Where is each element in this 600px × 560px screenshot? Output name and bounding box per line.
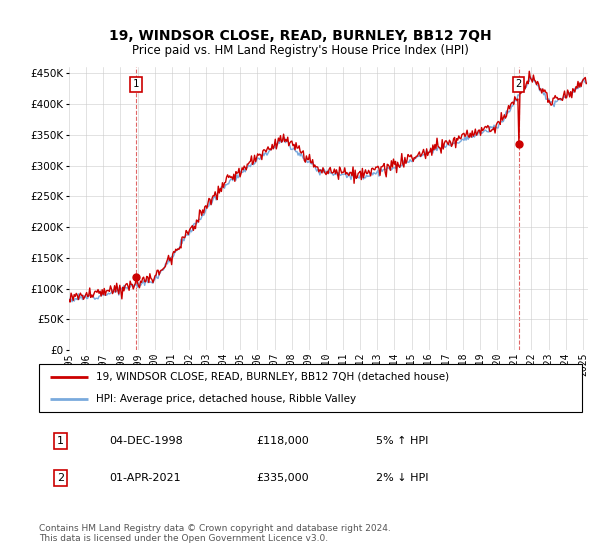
Text: 1: 1	[133, 80, 139, 90]
Text: 2: 2	[515, 80, 522, 90]
Text: 04-DEC-1998: 04-DEC-1998	[110, 436, 184, 446]
Text: Contains HM Land Registry data © Crown copyright and database right 2024.
This d: Contains HM Land Registry data © Crown c…	[39, 524, 391, 543]
Text: 19, WINDSOR CLOSE, READ, BURNLEY, BB12 7QH (detached house): 19, WINDSOR CLOSE, READ, BURNLEY, BB12 7…	[96, 372, 449, 382]
Text: HPI: Average price, detached house, Ribble Valley: HPI: Average price, detached house, Ribb…	[96, 394, 356, 404]
Text: Price paid vs. HM Land Registry's House Price Index (HPI): Price paid vs. HM Land Registry's House …	[131, 44, 469, 57]
Text: 5% ↑ HPI: 5% ↑ HPI	[376, 436, 428, 446]
Text: 1: 1	[57, 436, 64, 446]
Text: 01-APR-2021: 01-APR-2021	[110, 473, 181, 483]
Text: 2: 2	[57, 473, 64, 483]
Text: 19, WINDSOR CLOSE, READ, BURNLEY, BB12 7QH: 19, WINDSOR CLOSE, READ, BURNLEY, BB12 7…	[109, 29, 491, 44]
Text: £118,000: £118,000	[256, 436, 309, 446]
FancyBboxPatch shape	[39, 364, 582, 412]
Text: 2% ↓ HPI: 2% ↓ HPI	[376, 473, 428, 483]
Text: £335,000: £335,000	[256, 473, 309, 483]
